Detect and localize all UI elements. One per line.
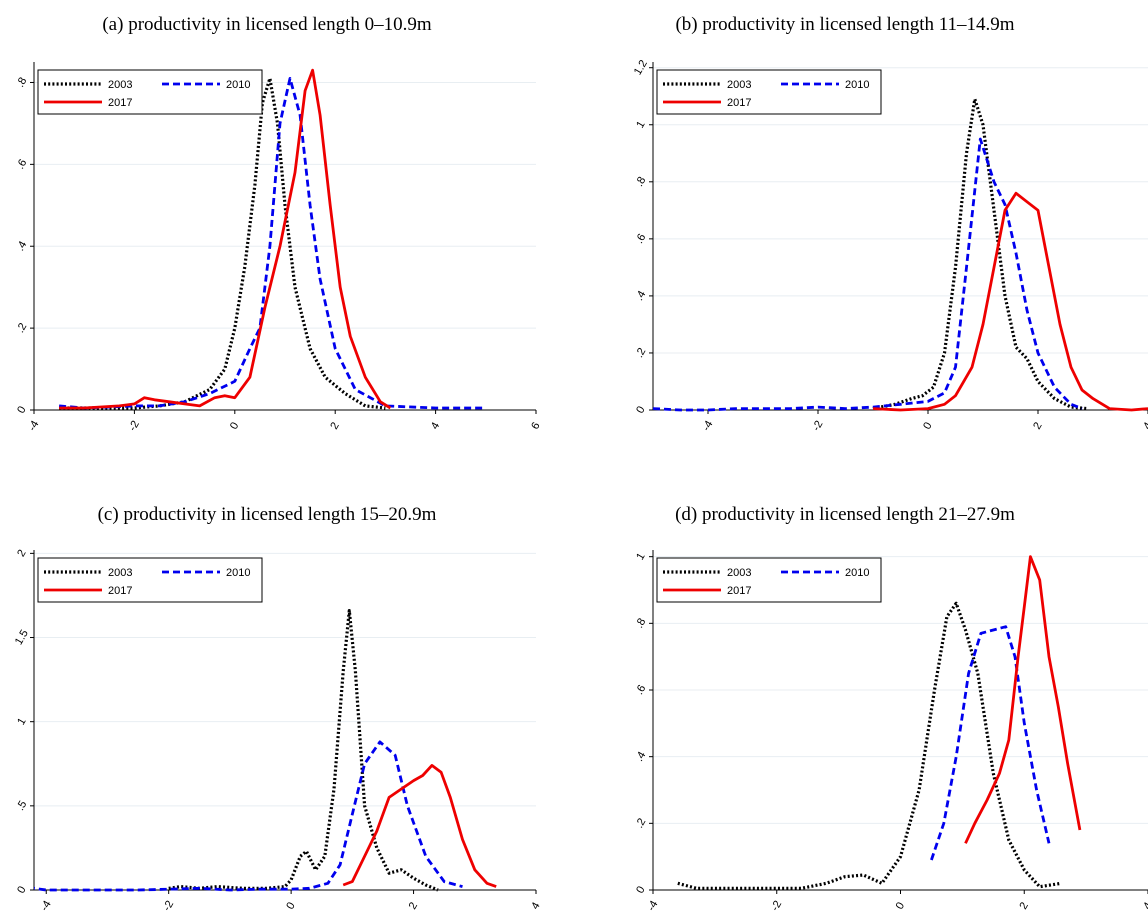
- y-tick-label: .6: [14, 157, 29, 171]
- y-tick-label: 1: [15, 716, 28, 727]
- panel-title: (a) productivity in licensed length 0–10…: [102, 14, 431, 35]
- x-tick-label: 4: [1141, 420, 1148, 431]
- panel-title: (c) productivity in licensed length 15–2…: [98, 504, 437, 525]
- x-tick-label: 0: [921, 420, 934, 431]
- series-group: [653, 97, 1148, 412]
- y-tick-label: 0: [15, 884, 28, 895]
- legend-label: 2003: [108, 79, 132, 91]
- y-tick-label: 0: [15, 404, 28, 415]
- x-tick-label: -2: [810, 419, 825, 433]
- y-tick-label: .6: [633, 683, 648, 697]
- series-group: [34, 609, 497, 892]
- y-tick-label: .6: [633, 232, 648, 246]
- legend-label: 2010: [226, 567, 250, 579]
- panel-4: (d) productivity in licensed length 21–2…: [633, 504, 1148, 911]
- series-line-2003: [677, 601, 1062, 890]
- panel-3: (c) productivity in licensed length 15–2…: [13, 504, 543, 911]
- legend-box: [37, 69, 263, 115]
- series-line-2010: [34, 740, 463, 892]
- y-tick-label: .8: [633, 175, 648, 189]
- y-tick-label: .2: [633, 346, 648, 360]
- panel-title: (d) productivity in licensed length 21–2…: [675, 504, 1015, 525]
- legend-label: 2017: [727, 97, 751, 109]
- legend-label: 2003: [727, 567, 751, 579]
- series-line-2017: [964, 555, 1082, 844]
- legend-label: 2017: [108, 97, 132, 109]
- series-group: [677, 555, 1082, 890]
- x-tick-label: 2: [407, 900, 420, 911]
- x-tick-label: 2: [1031, 420, 1044, 431]
- x-tick-label: 4: [529, 900, 542, 911]
- legend-label: 2017: [108, 585, 132, 597]
- legend-label: 2010: [226, 79, 250, 91]
- y-tick-label: 1.2: [632, 58, 650, 77]
- y-tick-label: .4: [633, 750, 648, 764]
- y-tick-label: 1.5: [13, 628, 31, 647]
- x-tick-label: -4: [645, 899, 660, 911]
- series-line-2003: [59, 76, 386, 410]
- legend-label: 2017: [727, 585, 751, 597]
- x-tick-label: 4: [1141, 900, 1148, 911]
- x-tick-label: -2: [769, 899, 784, 911]
- y-tick-label: 1: [634, 551, 647, 562]
- legend-box: [656, 557, 882, 603]
- x-tick-label: -2: [127, 419, 142, 433]
- y-tick-label: .2: [633, 816, 648, 830]
- legend-label: 2010: [845, 79, 869, 91]
- series-group: [58, 68, 486, 410]
- series-line-2017: [59, 68, 392, 410]
- series-line-2010: [930, 625, 1051, 861]
- y-tick-label: .8: [14, 75, 29, 89]
- series-line-2003: [872, 97, 1088, 411]
- legend-label: 2010: [845, 567, 869, 579]
- y-tick-label: 0: [634, 884, 647, 895]
- x-tick-label: -2: [161, 899, 176, 911]
- y-tick-label: .2: [14, 321, 29, 335]
- y-tick-label: .4: [633, 289, 648, 303]
- series-line-2010: [653, 137, 1083, 412]
- series-line-2010: [58, 77, 486, 410]
- x-tick-label: 2: [328, 420, 341, 431]
- x-tick-label: -4: [26, 419, 41, 433]
- series-line-2003: [168, 609, 439, 892]
- panel-1: (a) productivity in licensed length 0–10…: [14, 14, 542, 433]
- x-tick-label: 0: [894, 900, 907, 911]
- y-tick-label: 2: [15, 548, 28, 559]
- legend-box: [656, 69, 882, 115]
- y-tick-label: 0: [634, 404, 647, 415]
- x-tick-label: 6: [529, 420, 542, 431]
- legend-label: 2003: [108, 567, 132, 579]
- x-tick-label: -4: [700, 419, 715, 433]
- series-line-2017: [872, 191, 1148, 412]
- series-line-2017: [342, 764, 497, 888]
- legend-label: 2003: [727, 79, 751, 91]
- panel-2: (b) productivity in licensed length 11–1…: [632, 14, 1148, 433]
- x-tick-label: 0: [284, 900, 297, 911]
- panel-title: (b) productivity in licensed length 11–1…: [675, 14, 1014, 35]
- y-tick-label: .4: [14, 239, 29, 253]
- x-tick-label: 0: [228, 420, 241, 431]
- x-tick-label: 2: [1017, 900, 1030, 911]
- x-tick-label: -4: [39, 899, 54, 911]
- legend-box: [37, 557, 263, 603]
- y-tick-label: 1: [634, 119, 647, 130]
- y-tick-label: .8: [633, 616, 648, 630]
- x-tick-label: 4: [429, 420, 442, 431]
- y-tick-label: .5: [14, 799, 29, 813]
